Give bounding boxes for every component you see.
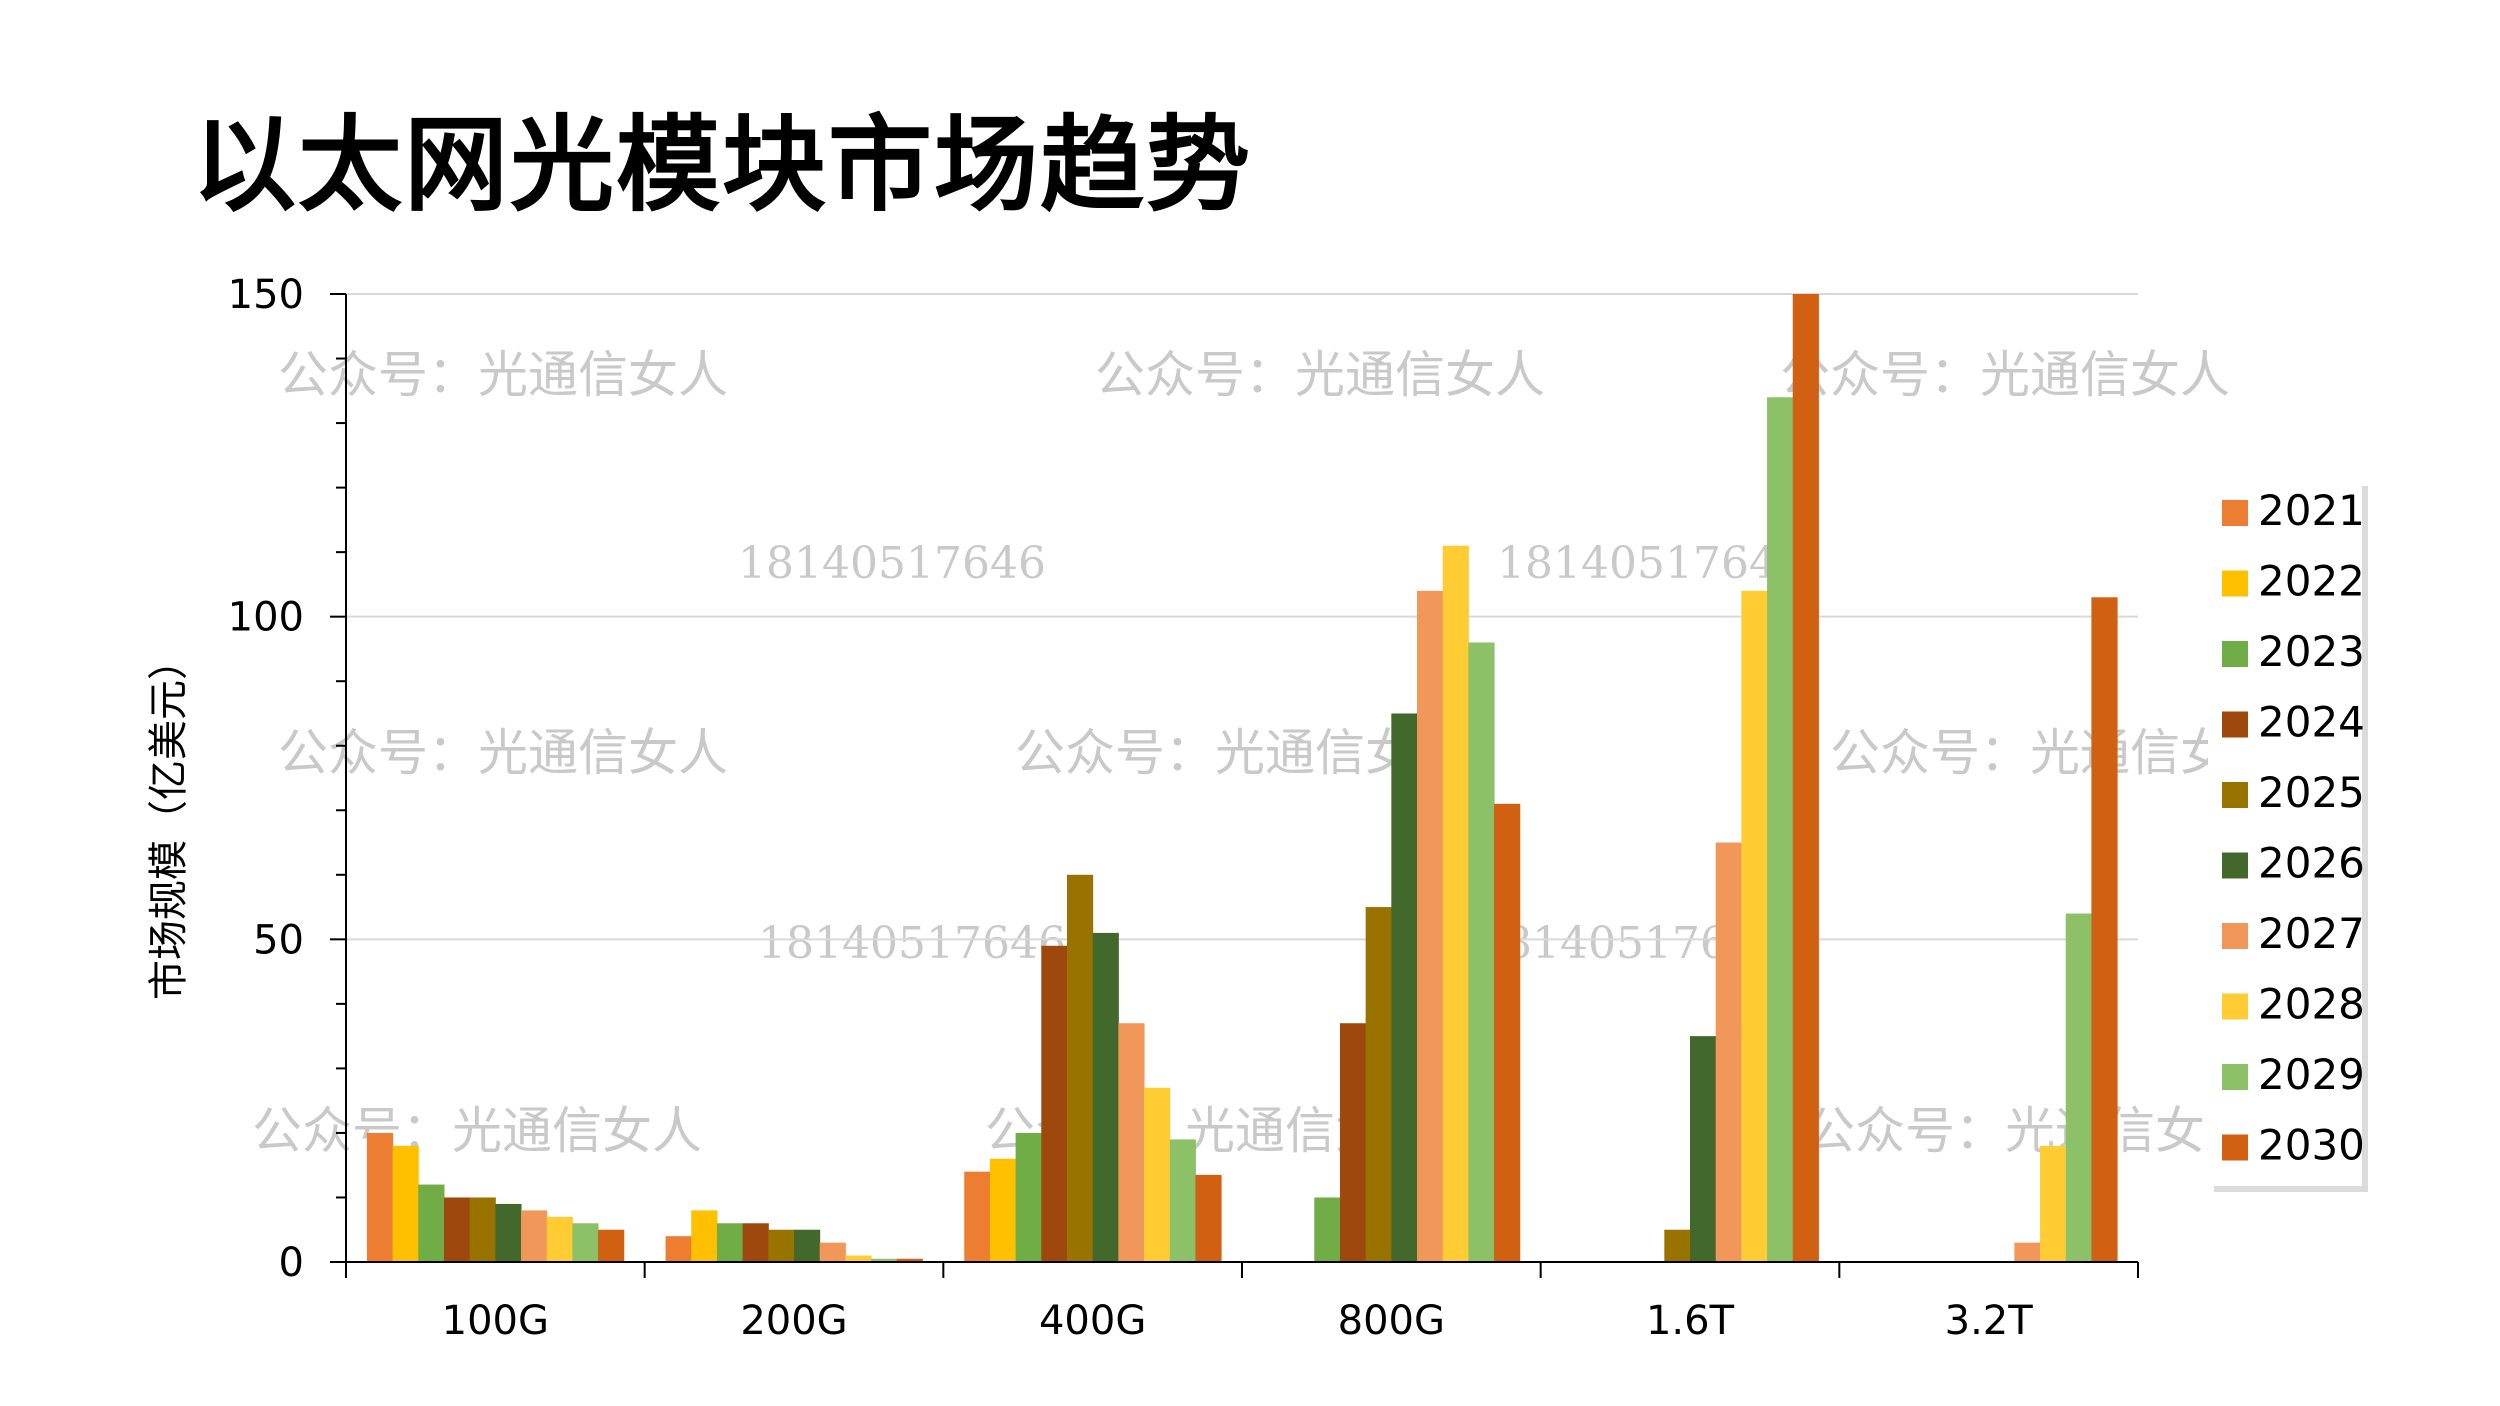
legend-swatch-2025 [2222, 782, 2248, 808]
watermark-text: 公众号：光通信女人 [1015, 724, 1465, 782]
bar-2023-400G [1015, 1132, 1042, 1262]
bar-2028-3.2T [2040, 1145, 2067, 1262]
bar-2030-1.6T [1792, 294, 1819, 1262]
bar-2030-3.2T [2091, 597, 2118, 1262]
bar-2028-200G [845, 1255, 872, 1262]
bar-2027-800G [1417, 590, 1444, 1262]
legend-swatch-2026 [2222, 852, 2248, 879]
bar-2023-100G [418, 1184, 445, 1262]
legend-label-2025: 2025 [2258, 768, 2365, 817]
bar-2024-100G [443, 1197, 471, 1262]
y-tick-label: 0 [279, 1240, 304, 1286]
watermark-text: 公众号：光通信女人 [1805, 1102, 2255, 1160]
y-tick-label: 50 [253, 917, 304, 963]
x-tick-label: 400G [1039, 1298, 1146, 1344]
bar-2030-100G [598, 1229, 625, 1262]
bar-2022-200G [691, 1210, 718, 1262]
legend-swatch-2028 [2222, 993, 2248, 1020]
bar-2026-200G [794, 1229, 821, 1262]
bar-2028-400G [1144, 1087, 1171, 1262]
y-tick-label: 100 [228, 595, 304, 641]
bar-2026-100G [495, 1203, 522, 1262]
y-axis-label: 市场规模（亿美元） [146, 640, 192, 1000]
legend-label-2029: 2029 [2258, 1050, 2365, 1099]
bar-2029-3.2T [2065, 913, 2092, 1262]
watermark-text: 公众号：光通信女人 [278, 346, 728, 404]
legend: 2021 2022 2023 2024 2025 2026 2027 2028 2029 2030 [2208, 480, 2368, 1192]
x-tick-label: 800G [1338, 1298, 1445, 1344]
bar-2024-400G [1041, 945, 1068, 1262]
bar-2030-200G [896, 1258, 923, 1262]
legend-swatch-2022 [2222, 570, 2248, 597]
watermark-text: 公众号：光通信女人 [1830, 724, 2280, 782]
legend-label-2027: 2027 [2258, 909, 2365, 958]
bar-2030-400G [1195, 1174, 1222, 1262]
y-tick-label: 150 [228, 272, 304, 318]
bar-2027-200G [819, 1242, 846, 1262]
legend-label-2028: 2028 [2258, 980, 2365, 1029]
bar-2022-400G [989, 1158, 1017, 1262]
watermark-text: 公众号：光通信女人 [252, 1102, 702, 1160]
axis-layer: 0 50 100 150 100G 200G 400G 800G 1.6T 3.2T [228, 272, 2139, 1344]
bar-2021-100G [366, 1132, 394, 1262]
bar-2025-100G [469, 1197, 496, 1262]
bar-2023-800G [1314, 1197, 1341, 1262]
bar-2026-1.6T [1690, 1036, 1717, 1262]
bar-2024-200G [742, 1223, 769, 1262]
bar-2027-1.6T [1715, 842, 1742, 1262]
bar-2026-800G [1391, 713, 1418, 1262]
bar-2025-400G [1066, 874, 1094, 1262]
legend-label-2030: 2030 [2258, 1121, 2365, 1170]
bar-2027-100G [521, 1210, 548, 1262]
legend-label-2024: 2024 [2258, 698, 2365, 747]
bar-2024-800G [1339, 1023, 1367, 1262]
bars-layer [366, 294, 2118, 1263]
bar-2028-1.6T [1741, 590, 1768, 1262]
bar-2025-800G [1365, 907, 1392, 1262]
bar-2021-200G [665, 1236, 692, 1262]
x-tick-label: 100G [442, 1298, 549, 1344]
watermark-text: 公众号：光通信女人 [278, 724, 728, 782]
bar-2027-3.2T [2014, 1242, 2041, 1262]
bar-2023-200G [716, 1223, 744, 1262]
bar-2029-1.6T [1767, 397, 1794, 1263]
legend-swatch-2029 [2222, 1064, 2248, 1090]
bar-2029-100G [572, 1223, 599, 1262]
legend-label-2026: 2026 [2258, 839, 2365, 888]
grid-layer [346, 293, 2138, 941]
legend-swatch-2024 [2222, 711, 2248, 738]
watermark-text: 公众号：光通信女人 [1780, 346, 2230, 404]
legend-swatch-2027 [2222, 923, 2248, 949]
bar-2029-200G [871, 1258, 898, 1262]
bar-2021-400G [964, 1171, 991, 1262]
bar-2028-800G [1442, 545, 1469, 1262]
legend-swatch-2030 [2222, 1134, 2248, 1161]
watermark-text: 公众号：光通信女人 [1095, 346, 1545, 404]
legend-swatch-2021 [2222, 500, 2248, 526]
bar-2029-800G [1468, 642, 1495, 1262]
legend-label-2022: 2022 [2258, 557, 2365, 606]
x-tick-label: 200G [740, 1298, 847, 1344]
bar-2025-1.6T [1664, 1229, 1691, 1262]
bar-2026-400G [1092, 932, 1119, 1262]
bar-2030-800G [1494, 803, 1521, 1262]
page-title: 以太网光模块市场趋势 [192, 104, 1253, 226]
x-tick-label: 1.6T [1646, 1298, 1735, 1344]
bar-2025-200G [768, 1229, 795, 1262]
x-tick-label: 3.2T [1945, 1298, 2034, 1344]
bar-2029-400G [1169, 1139, 1196, 1262]
bar-2027-400G [1118, 1023, 1145, 1262]
watermark-text: 18140517646 [1497, 538, 1805, 589]
legend-label-2021: 2021 [2258, 486, 2365, 535]
bar-2028-100G [546, 1216, 573, 1262]
watermark-text: 18140517646 [758, 918, 1066, 969]
bar-2022-100G [392, 1145, 419, 1262]
legend-swatch-2023 [2222, 641, 2248, 667]
legend-label-2023: 2023 [2258, 627, 2365, 676]
watermark-text: 18140517646 [738, 538, 1046, 589]
